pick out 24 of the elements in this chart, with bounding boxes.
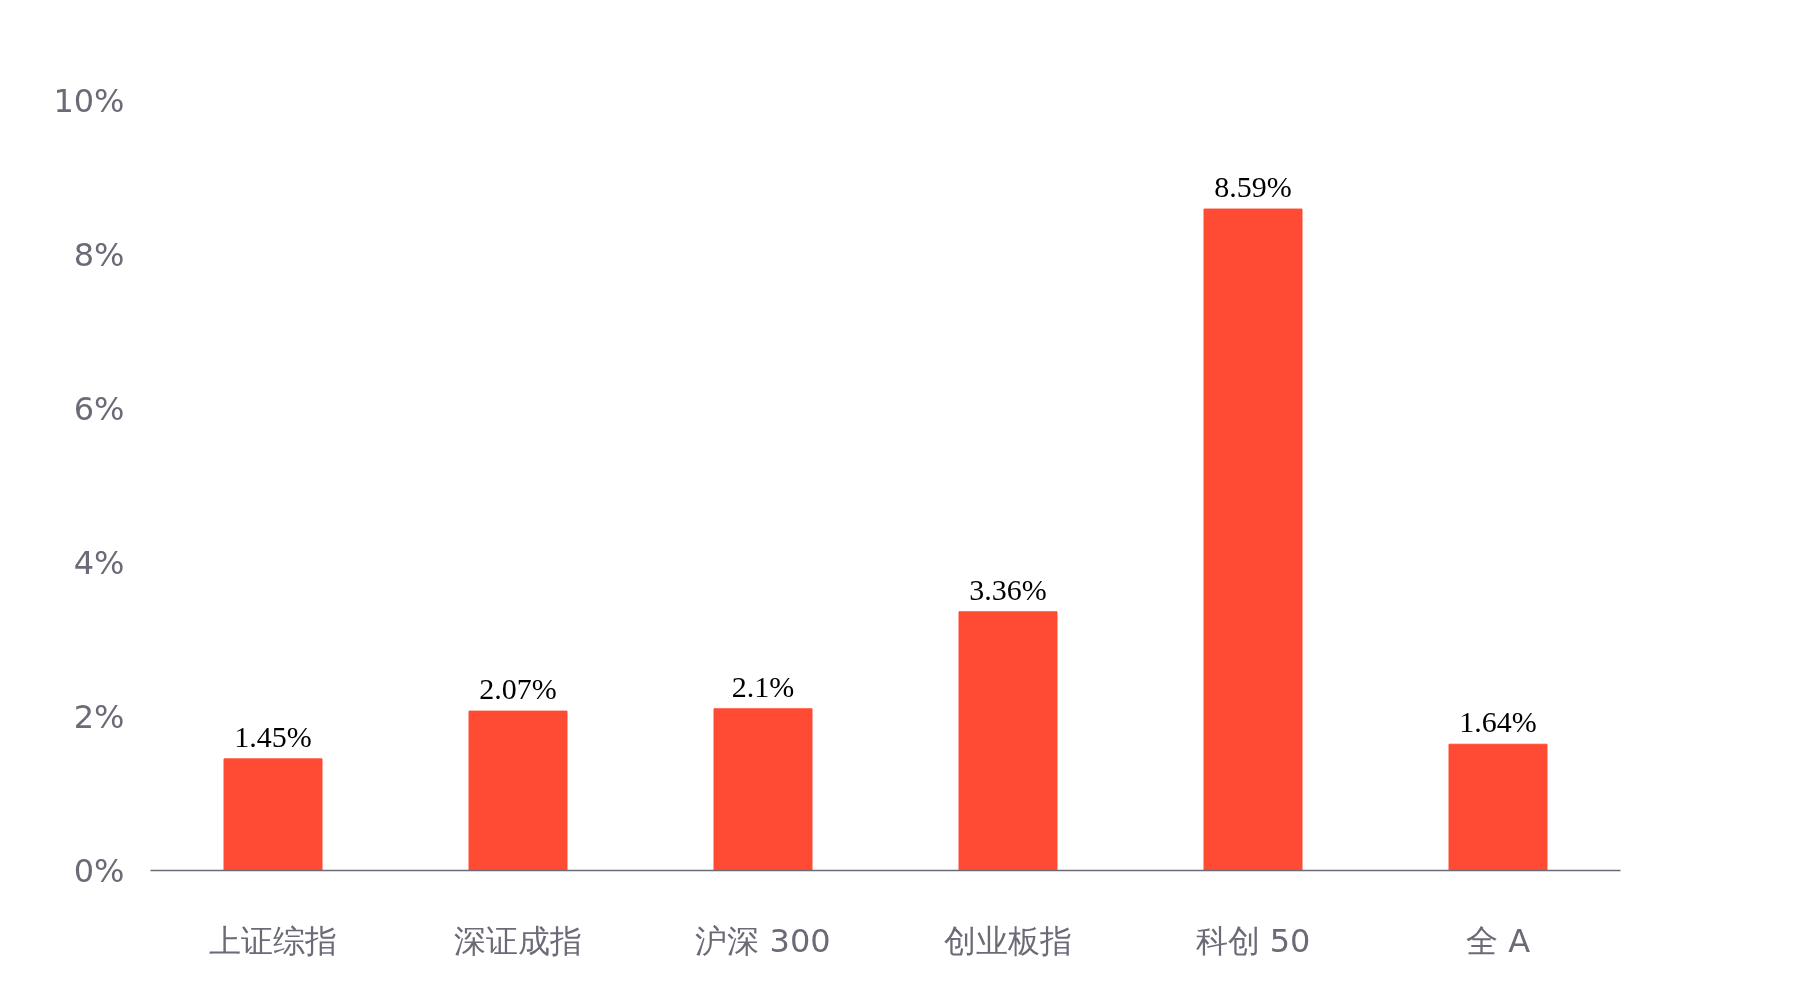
bar <box>223 758 323 871</box>
bar <box>713 708 813 871</box>
x-tick-label: 沪深 300 <box>695 921 831 960</box>
data-label: 2.1% <box>731 669 795 703</box>
y-tick-label: 6% <box>73 389 125 428</box>
data-label: 1.45% <box>234 719 312 753</box>
bar <box>1203 208 1303 871</box>
bar <box>468 710 568 871</box>
data-label: 2.07% <box>479 672 557 706</box>
x-tick-label: 深证成指 <box>454 921 582 960</box>
y-tick-label: 4% <box>73 543 125 582</box>
x-tick-label: 全 A <box>1465 921 1531 960</box>
bar <box>958 611 1058 871</box>
x-tick-label: 创业板指 <box>944 921 1072 960</box>
data-label: 3.36% <box>969 572 1047 606</box>
y-tick-label: 0% <box>73 851 125 890</box>
x-tick-label: 科创 50 <box>1195 921 1311 960</box>
y-tick-label: 8% <box>73 235 125 274</box>
y-tick-label: 2% <box>73 697 125 736</box>
x-tick-label: 上证综指 <box>209 921 337 960</box>
data-label: 8.59% <box>1214 170 1292 204</box>
data-label: 1.64% <box>1459 705 1537 739</box>
bar <box>1448 743 1548 871</box>
y-tick-label: 10% <box>53 81 125 120</box>
